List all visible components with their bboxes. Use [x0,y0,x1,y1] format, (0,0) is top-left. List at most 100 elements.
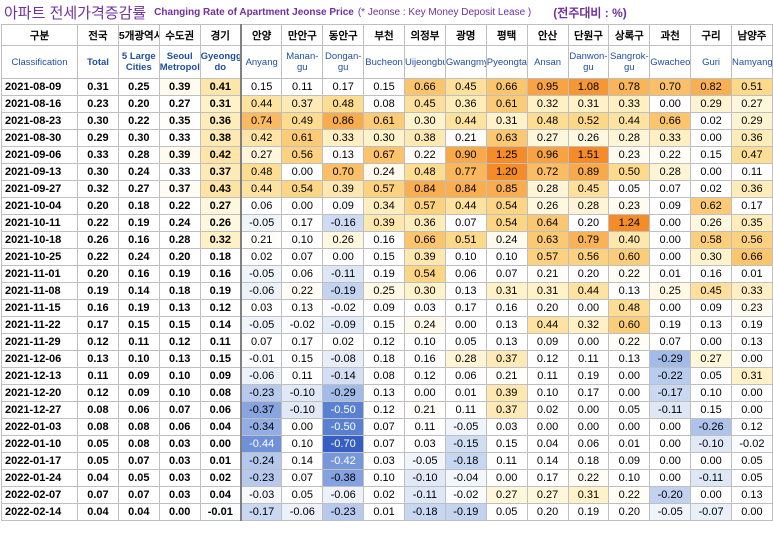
column-korean: 5개광역시 [117,24,160,46]
value-cell: -0.11 [322,265,365,283]
value-cell: 0.29 [690,95,732,113]
value-cell: 0.01 [731,265,773,283]
value-cell: 0.10 [158,384,201,402]
value-cell: 0.30 [404,112,446,130]
value-cell: 0.22 [608,486,651,504]
value-cell: -0.11 [649,401,692,419]
value-cell: -0.05 [240,316,283,334]
value-cell: 0.04 [526,435,569,453]
value-cell: 0.09 [322,197,365,215]
value-cell: 0.15 [240,78,283,96]
value-cell: 0.26 [567,129,610,147]
value-cell: 0.44 [444,197,487,215]
value-cell: 0.28 [649,163,692,181]
value-cell: 0.39 [363,214,405,232]
value-cell: 0.20 [608,503,651,521]
value-cell: 0.48 [526,112,569,130]
value-cell: -0.20 [649,486,692,504]
column-korean: 경기 [199,24,242,46]
value-cell: 0.89 [567,163,610,181]
value-cell: 0.10 [485,248,528,266]
title-bar: 아파트 전세가격증감률 Changing Rate of Apartment J… [0,0,773,24]
value-cell: 0.13 [158,299,201,317]
value-cell: 0.27 [158,95,201,113]
value-cell: 0.03 [404,299,446,317]
value-cell: 0.09 [117,384,160,402]
value-cell: 0.15 [281,350,324,368]
value-cell: 0.16 [117,231,160,249]
table-row: 2021-12-20 0.12 0.09 0.10 0.08 -0.23 -0.10 -0.2… [1,384,773,402]
value-cell: 0.67 [363,146,405,164]
value-cell: 0.54 [485,214,528,232]
date-cell: 2021-12-20 [1,384,78,402]
value-cell: 0.19 [77,282,119,300]
value-cell: 0.07 [485,265,528,283]
value-cell: 0.25 [117,78,160,96]
value-cell: 0.20 [526,503,569,521]
value-cell: 0.13 [731,486,773,504]
value-cell: 0.22 [77,248,119,266]
value-cell: 0.07 [117,486,160,504]
value-cell: 0.06 [199,401,242,419]
value-cell: 0.37 [485,401,528,419]
value-cell: 0.00 [608,418,651,436]
value-cell: 0.45 [567,180,610,198]
column-korean: 동안구 [322,24,365,46]
table-row: 2021-09-06 0.33 0.28 0.39 0.42 0.27 0.56 0.13 0.… [1,146,773,164]
value-cell: 0.20 [158,248,201,266]
value-cell: 1.24 [608,214,651,232]
value-cell: 0.30 [690,248,732,266]
value-cell: 0.00 [158,503,201,521]
value-cell: -0.06 [240,282,283,300]
value-cell: 0.17 [281,333,324,351]
date-cell: 2021-10-18 [1,231,78,249]
value-cell: 0.41 [199,78,242,96]
value-cell: 0.00 [567,401,610,419]
value-cell: 0.15 [485,435,528,453]
table-row: 2022-01-24 0.04 0.05 0.03 0.02 -0.23 0.07 -0.38… [1,469,773,487]
value-cell: 0.00 [281,163,324,181]
value-cell: 0.03 [158,435,201,453]
date-cell: 2022-02-07 [1,486,78,504]
value-cell: 0.02 [690,180,732,198]
value-cell: 0.27 [526,129,569,147]
value-cell: 0.07 [363,418,405,436]
value-cell: -0.05 [240,265,283,283]
value-cell: 0.30 [363,129,405,147]
value-cell: -0.06 [322,486,365,504]
column-english: Guri [690,45,732,79]
value-cell: -0.23 [322,503,365,521]
value-cell: 0.00 [567,418,610,436]
value-cell: 0.22 [404,146,446,164]
value-cell: 0.01 [444,384,487,402]
value-cell: 0.05 [731,452,773,470]
column-english: Gwacheon [649,45,692,79]
value-cell: 0.17 [731,197,773,215]
value-cell: 0.00 [649,299,692,317]
value-cell: 0.07 [363,435,405,453]
value-cell: -0.44 [240,435,283,453]
value-cell: 0.56 [567,248,610,266]
value-cell: -0.03 [240,486,283,504]
value-cell: 0.02 [199,469,242,487]
value-cell: 0.50 [608,163,651,181]
value-cell: -0.17 [649,384,692,402]
value-cell: 0.00 [567,299,610,317]
table-row: 2022-01-10 0.05 0.08 0.03 0.00 -0.44 0.10 -0.70… [1,435,773,453]
column-korean: 구리 [690,24,732,46]
value-cell: 0.23 [77,95,119,113]
value-cell: 0.16 [199,265,242,283]
value-cell: 0.37 [158,180,201,198]
value-cell: 0.03 [158,486,201,504]
value-cell: -0.29 [322,384,365,402]
value-cell: 0.31 [77,78,119,96]
value-cell: 0.03 [158,452,201,470]
value-cell: 0.03 [158,469,201,487]
value-cell: 0.02 [690,112,732,130]
value-cell: 0.16 [117,265,160,283]
date-cell: 2021-11-15 [1,299,78,317]
value-cell: -0.17 [240,503,283,521]
value-cell: 0.26 [199,214,242,232]
value-cell: 0.11 [567,350,610,368]
value-cell: 0.19 [567,503,610,521]
